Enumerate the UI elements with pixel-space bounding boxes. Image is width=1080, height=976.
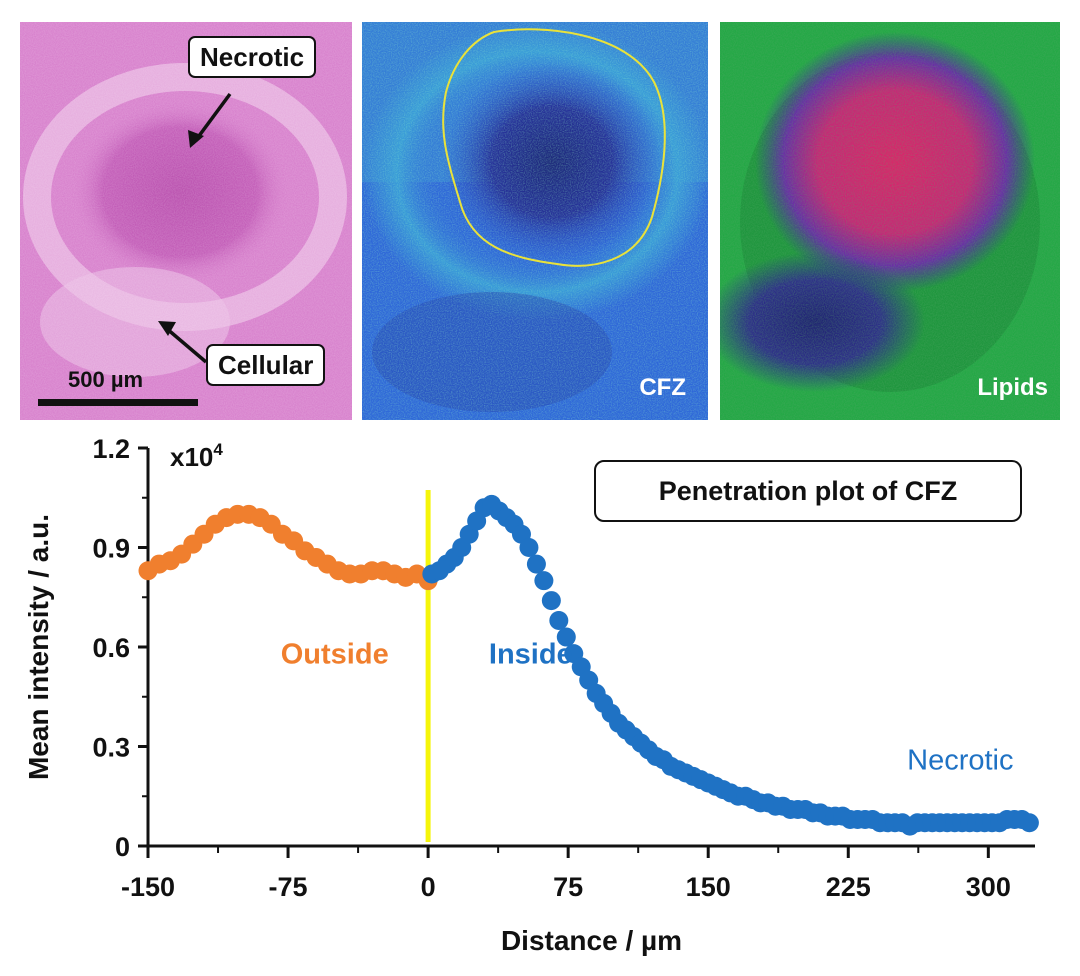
he-stain-image (20, 22, 352, 420)
chart-points (138, 494, 1039, 836)
lipids-panel-label: Lipids (977, 374, 1048, 401)
annotation-inside: Inside (489, 639, 573, 671)
cfz-panel: CFZ (362, 22, 708, 420)
chart-labels: 0 0.3 0.6 0.9 1.2 -150 -75 0 75 150 225 300 Distance… (23, 434, 1013, 956)
x-tick-label: 75 (553, 872, 583, 902)
scale-bar-label: 500 µm (68, 367, 144, 392)
inside-data-point (526, 554, 546, 574)
annotation-necrotic: Necrotic (907, 745, 1013, 777)
annotation-outside: Outside (281, 639, 389, 671)
penetration-chart: 0 0.3 0.6 0.9 1.2 -150 -75 0 75 150 225 300 Distance… (23, 434, 1039, 956)
y-tick-label: 0.9 (92, 534, 130, 564)
cfz-panel-label: CFZ (639, 374, 686, 401)
cellular-arrow (164, 326, 208, 364)
chart-axes (138, 446, 1035, 858)
x-axis-label: Distance / µm (501, 925, 682, 956)
x-tick-label: 225 (826, 872, 871, 902)
inside-data-point (534, 571, 554, 591)
lipids-image (720, 22, 1060, 420)
y-tick-label: 0 (115, 832, 130, 862)
cellular-callout: Cellular (206, 344, 326, 386)
inside-data-point (519, 538, 539, 557)
inside-data-point (541, 591, 561, 611)
he-stain-panel: Necrotic Cellular 500 µm (20, 22, 352, 420)
y-tick-label: 0.6 (92, 633, 130, 663)
y-tick-label: 1.2 (92, 434, 130, 464)
x-tick-label: 150 (686, 872, 731, 902)
y-tick-label: 0.3 (92, 733, 130, 763)
lipids-panel: Lipids (720, 22, 1060, 420)
inside-data-point (1019, 813, 1039, 833)
x-tick-label: 0 (421, 872, 436, 902)
chart-title-box: Penetration plot of CFZ (594, 460, 1022, 522)
necrotic-arrow (194, 92, 232, 142)
necrotic-callout: Necrotic (188, 36, 317, 78)
inside-data-point (549, 610, 569, 630)
x-tick-label: 300 (966, 872, 1011, 902)
x-tick-label: -150 (121, 872, 175, 902)
tumor-boundary-outline (442, 28, 666, 267)
y-multiplier-label: x104 (170, 440, 223, 472)
x-tick-label: -75 (269, 872, 308, 902)
inside-data-point (556, 627, 576, 647)
cfz-image (362, 22, 708, 420)
y-axis-label: Mean intensity / a.u. (23, 514, 54, 780)
scale-bar (38, 399, 198, 406)
